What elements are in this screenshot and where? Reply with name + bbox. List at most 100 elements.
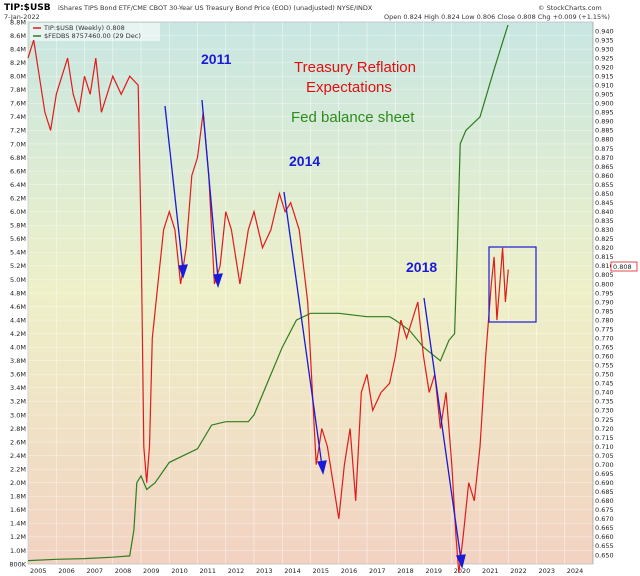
left-tick-label: 4.6M	[10, 303, 26, 311]
title-line1: Treasury Reflation	[294, 59, 416, 76]
label-2011: 2011	[201, 51, 232, 67]
right-tick-label: 0.910	[595, 82, 614, 90]
left-tick-label: 6.4M	[10, 181, 26, 189]
right-tick-label: 0.915	[595, 73, 614, 81]
left-tick-label: 8.8M	[10, 18, 26, 26]
x-tick-label: 2022	[510, 567, 527, 575]
x-tick-label: 2016	[341, 567, 358, 575]
right-tick-label: 0.850	[595, 190, 614, 198]
left-tick-label: 2.8M	[10, 425, 26, 433]
right-tick-label: 0.885	[595, 127, 614, 135]
x-tick-label: 2020	[454, 567, 471, 575]
x-tick-label: 2024	[567, 567, 584, 575]
right-tick-label: 0.710	[595, 443, 614, 451]
x-tick-label: 2019	[426, 567, 443, 575]
right-tick-label: 0.860	[595, 172, 614, 180]
right-tick-label: 0.730	[595, 407, 614, 415]
chart-description: iShares TIPS Bond ETF/CME CBOT 30-Year U…	[58, 4, 373, 12]
right-tick-label: 0.840	[595, 208, 614, 216]
right-tick-label: 0.855	[595, 181, 614, 189]
right-tick-label: 0.670	[595, 515, 614, 523]
right-tick-label: 0.905	[595, 91, 614, 99]
x-tick-label: 2005	[30, 567, 47, 575]
right-tick-label: 0.765	[595, 344, 614, 352]
left-tick-label: 8.2M	[10, 59, 26, 67]
left-tick-label: 3.6M	[10, 371, 26, 379]
annotation-arrows	[164, 99, 466, 569]
left-tick-label: 1.8M	[10, 493, 26, 501]
arrow-2011-b-head	[213, 273, 223, 288]
right-tick-label: 0.890	[595, 118, 614, 126]
right-tick-label: 0.805	[595, 271, 614, 279]
right-tick-label: 0.680	[595, 497, 614, 505]
right-tick-label: 0.780	[595, 316, 614, 324]
right-tick-label: 0.760	[595, 353, 614, 361]
right-tick-label: 0.735	[595, 398, 614, 406]
label-2014: 2014	[289, 153, 320, 169]
right-tick-label: 0.675	[595, 506, 614, 514]
left-tick-label: 4.2M	[10, 330, 26, 338]
right-tick-label: 0.875	[595, 145, 614, 153]
left-tick-label: 7.4M	[10, 113, 26, 121]
last-value-label: 0.808	[613, 263, 632, 271]
right-tick-label: 0.810	[595, 262, 614, 270]
left-tick-label: 6.8M	[10, 154, 26, 162]
tip-usb-line	[27, 39, 509, 574]
x-tick-label: 2015	[313, 567, 330, 575]
x-tick-label: 2017	[369, 567, 386, 575]
left-tick-label: 5.6M	[10, 235, 26, 243]
right-tick-label: 0.745	[595, 380, 614, 388]
right-tick-label: 0.695	[595, 470, 614, 478]
right-tick-label: 0.700	[595, 461, 614, 469]
arrow-2018	[423, 297, 462, 561]
title-line2: Expectations	[306, 79, 392, 96]
right-tick-label: 0.800	[595, 280, 614, 288]
left-tick-label: 5.0M	[10, 276, 26, 284]
right-tick-label: 0.750	[595, 371, 614, 379]
right-tick-label: 0.725	[595, 416, 614, 424]
left-tick-label: 3.4M	[10, 384, 26, 392]
right-tick-label: 0.790	[595, 298, 614, 306]
right-tick-label: 0.705	[595, 452, 614, 460]
right-tick-label: 0.880	[595, 136, 614, 144]
right-tick-label: 0.830	[595, 226, 614, 234]
left-tick-label: 4.4M	[10, 316, 26, 324]
chart-symbol: TIP:$USB	[4, 3, 51, 13]
x-tick-label: 2007	[87, 567, 104, 575]
right-tick-label: 0.650	[595, 551, 614, 559]
left-tick-label: 1.4M	[10, 520, 26, 528]
right-tick-label: 0.655	[595, 542, 614, 550]
right-tick-label: 0.820	[595, 244, 614, 252]
x-axis: 2005 2006 2007 2008 2009 2010 2011 2012 2013 2014…	[30, 567, 583, 575]
x-tick-label: 2010	[171, 567, 188, 575]
right-tick-label: 0.775	[595, 325, 614, 333]
label-2018: 2018	[406, 259, 437, 275]
right-tick-label: 0.825	[595, 235, 614, 243]
chart-ohlc: Open 0.824 High 0.824 Low 0.806 Close 0.…	[384, 13, 610, 21]
right-tick-label: 0.770	[595, 334, 614, 342]
left-tick-label: 1.0M	[10, 547, 26, 555]
right-tick-label: 0.920	[595, 63, 614, 71]
right-tick-label: 0.895	[595, 109, 614, 117]
left-tick-label: 3.2M	[10, 398, 26, 406]
left-tick-label: 7.6M	[10, 100, 26, 108]
x-tick-label: 2009	[143, 567, 160, 575]
right-tick-label: 0.755	[595, 362, 614, 370]
right-tick-label: 0.785	[595, 307, 614, 315]
fed-balance-sheet-line	[27, 24, 509, 562]
legend-box	[30, 23, 160, 41]
left-tick-label: 6.0M	[10, 208, 26, 216]
x-tick-label: 2014	[284, 567, 301, 575]
right-tick-label: 0.935	[595, 36, 614, 44]
fed-balance-sheet-label: Fed balance sheet	[291, 109, 415, 126]
legend-fed: $FEDBS 8757460.00 (29 Dec)	[44, 32, 141, 40]
left-tick-label: 2.6M	[10, 438, 26, 446]
left-tick-label: 5.2M	[10, 262, 26, 270]
left-tick-label: 3.0M	[10, 411, 26, 419]
x-tick-label: 2006	[58, 567, 75, 575]
x-tick-label: 2013	[256, 567, 273, 575]
right-tick-label: 0.660	[595, 533, 614, 541]
left-tick-label: 6.2M	[10, 194, 26, 202]
left-tick-label: 800K	[9, 560, 26, 568]
